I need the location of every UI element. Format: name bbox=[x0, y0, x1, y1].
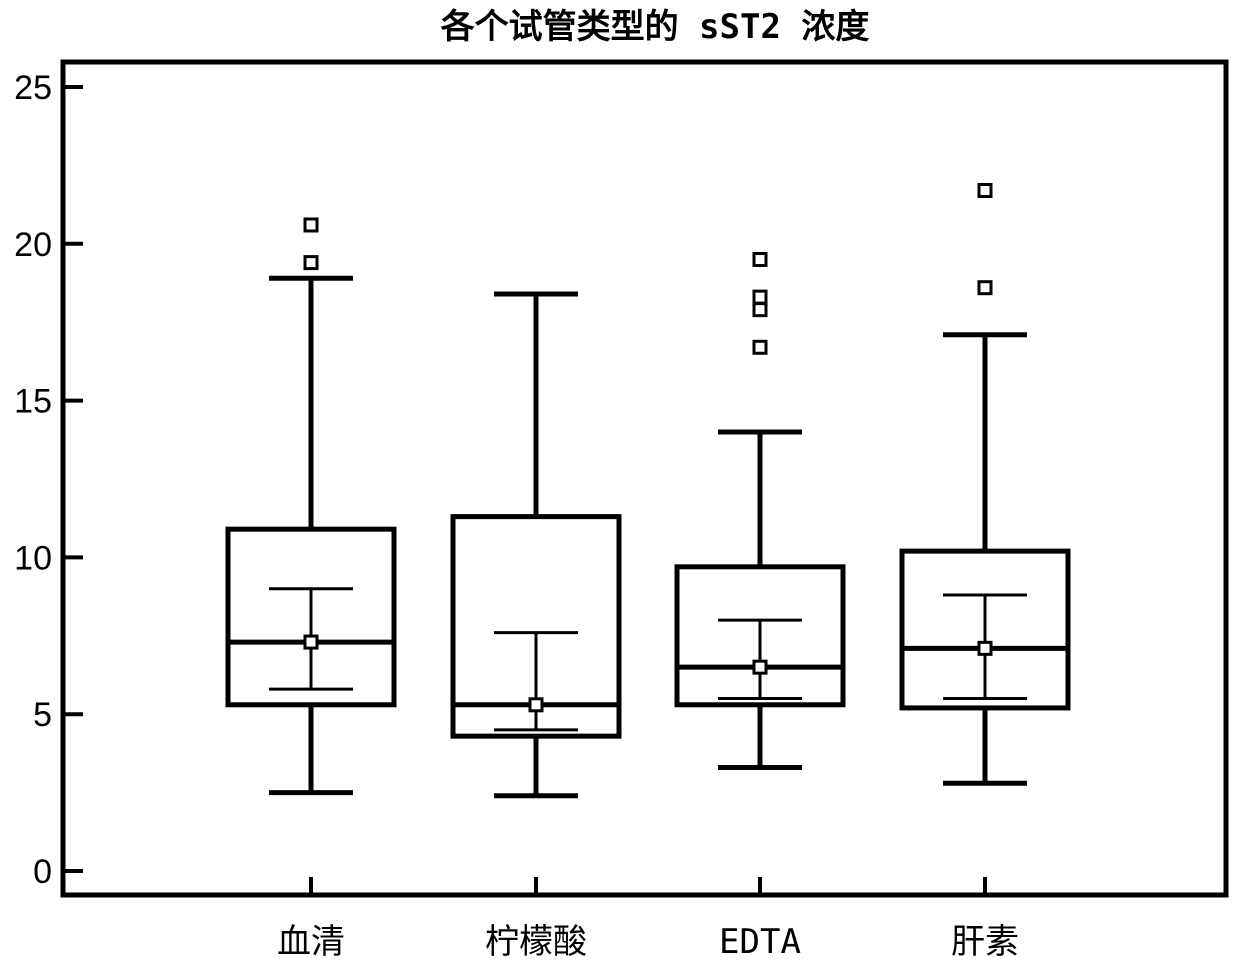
x-tick-label: EDTA bbox=[719, 922, 801, 962]
x-axis: 血清 柠檬酸 EDTA 肝素 bbox=[277, 877, 1019, 962]
outlier-point bbox=[754, 253, 766, 265]
outlier-point bbox=[754, 304, 766, 316]
y-tick-label: 15 bbox=[14, 383, 52, 421]
outlier-point bbox=[305, 219, 317, 231]
mean-marker bbox=[754, 661, 766, 673]
x-tick-label: 肝素 bbox=[951, 922, 1019, 962]
plot-frame bbox=[63, 62, 1226, 895]
y-tick-label: 25 bbox=[14, 69, 52, 107]
y-tick-label: 5 bbox=[33, 696, 52, 734]
box-3 bbox=[677, 253, 843, 767]
outlier-point bbox=[754, 341, 766, 353]
outlier-point bbox=[754, 291, 766, 303]
box-2 bbox=[453, 294, 619, 796]
mean-marker bbox=[305, 636, 317, 648]
outlier-point bbox=[979, 184, 991, 196]
y-tick-label: 0 bbox=[33, 853, 52, 891]
mean-marker bbox=[979, 642, 991, 654]
chart-title: 各个试管类型的 sST2 浓度 bbox=[441, 7, 870, 47]
x-tick-label: 柠檬酸 bbox=[485, 922, 587, 962]
y-tick-label: 10 bbox=[14, 539, 52, 577]
outlier-point bbox=[979, 282, 991, 294]
y-axis: 0 5 10 15 20 25 bbox=[14, 69, 83, 891]
box-1 bbox=[228, 219, 394, 793]
mean-marker bbox=[530, 699, 542, 711]
box-series bbox=[228, 184, 1068, 795]
outlier-point bbox=[305, 257, 317, 269]
y-tick-label: 20 bbox=[14, 226, 52, 264]
box-4 bbox=[902, 184, 1068, 783]
x-tick-label: 血清 bbox=[277, 922, 345, 962]
